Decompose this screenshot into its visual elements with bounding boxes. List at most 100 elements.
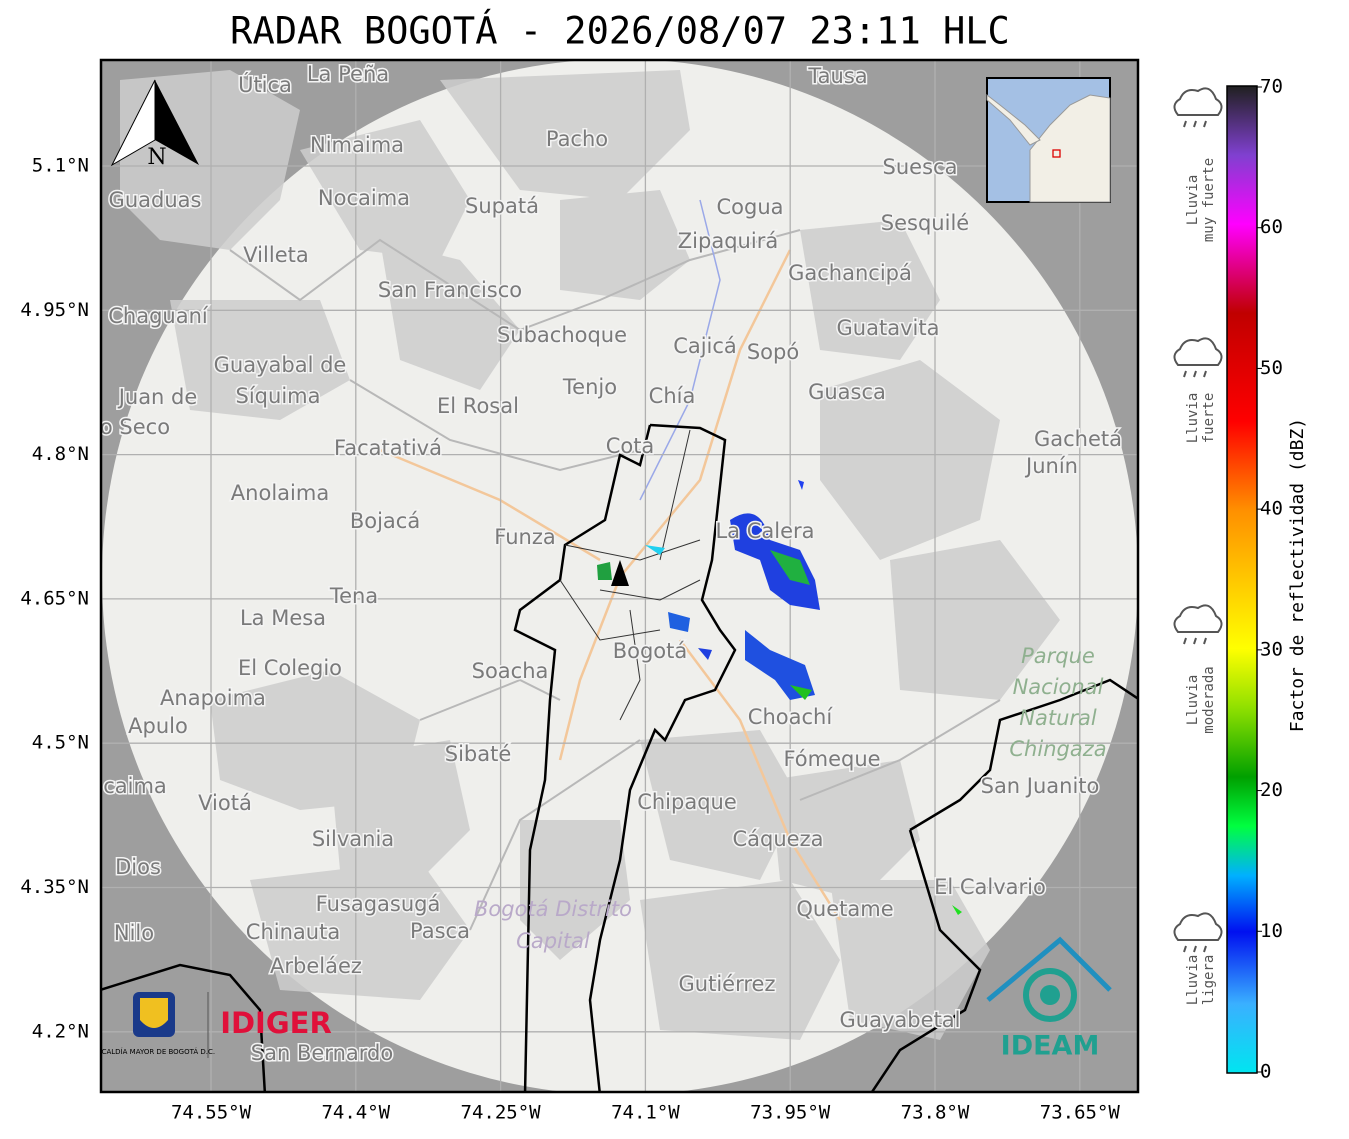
localities: [559, 429, 701, 721]
grid: [101, 60, 1138, 1092]
place-label: Anolaima: [231, 481, 329, 505]
place-label: Gachancipá: [788, 261, 912, 285]
place-label: Gutiérrez: [679, 972, 776, 996]
place-label: Nocaima: [318, 186, 410, 210]
rain-legend-label: ligera: [1201, 955, 1217, 1006]
place-labels: La Peña Útica Tausa Pacho Nimaima Nocaima Supa…: [100, 61, 1124, 1067]
place-label: Juan de: [117, 385, 198, 409]
place-label: Guayabetal: [840, 1008, 961, 1032]
place-label: Pasca: [410, 919, 470, 943]
rain-icon: [1173, 337, 1223, 366]
axes: 5.1°N 4.95°N 4.8°N 4.65°N 4.5°N 4.35°N 4.2°N 74…: [20, 155, 1120, 1124]
place-label: o Seco: [100, 415, 170, 439]
lat-tick-label: 4.5°N: [32, 732, 89, 754]
rain-drops: [1183, 945, 1207, 953]
place-label: Apulo: [128, 714, 188, 738]
place-label: San Francisco: [378, 278, 522, 302]
place-label: Fómeque: [783, 747, 880, 771]
place-label: Silvania: [312, 827, 394, 851]
place-label: Dios: [115, 855, 161, 879]
lat-tick-label: 4.65°N: [20, 587, 89, 609]
rain-drops: [1183, 637, 1207, 645]
place-label: Chinauta: [246, 920, 340, 944]
rain-legend-label: Lluvia: [1185, 175, 1201, 226]
place-label: Sesquilé: [881, 211, 969, 235]
place-label: Sopó: [747, 340, 799, 364]
place-label: Nilo: [114, 921, 154, 945]
place-label: El Calvario: [934, 875, 1046, 899]
place-label: Quetame: [796, 897, 893, 921]
place-label: Tenjo: [562, 375, 617, 399]
place-label: Bogotá: [613, 639, 688, 663]
lat-tick-label: 4.35°N: [20, 876, 89, 898]
place-label: Fusagasugá: [316, 892, 441, 916]
place-label: Cajicá: [673, 334, 737, 358]
district-label: Bogotá Distrito: [474, 897, 632, 921]
lat-tick-label: 4.2°N: [32, 1020, 89, 1042]
place-label: Soacha: [472, 659, 549, 683]
colorbar-tick-label: 70: [1260, 76, 1283, 98]
lon-tick-label: 74.55°W: [171, 1102, 252, 1124]
place-label: San Juanito: [981, 774, 1100, 798]
alcaldia-label: ALCALDÍA MAYOR DE BOGOTÁ D.C.: [93, 1047, 215, 1056]
title: RADAR BOGOTÁ - 2026/08/07 23:11 HLC: [230, 9, 1010, 53]
district-label: Capital: [516, 929, 590, 953]
rain-legend-label: fuerte: [1201, 393, 1217, 444]
place-label: Chaguaní: [108, 304, 209, 328]
place-label: Cáqueza: [733, 827, 824, 851]
place-label: Bojacá: [350, 509, 420, 533]
place-label: Nimaima: [310, 133, 404, 157]
place-label: Supatá: [465, 194, 539, 218]
rain-icon: [1173, 87, 1223, 116]
colorbar-tick-label: 10: [1260, 920, 1283, 942]
radar-site: [611, 560, 629, 586]
colorbar-tick-label: 60: [1260, 216, 1283, 238]
colorbar-tick-label: 20: [1260, 779, 1283, 801]
place-label: Chía: [649, 384, 696, 408]
north-arrow: N: [110, 79, 199, 170]
place-label: Guaduas: [109, 188, 202, 212]
place-label: Facatativá: [334, 436, 442, 460]
place-label: San Bernardo: [251, 1041, 393, 1065]
park-label: Chingaza: [1009, 737, 1106, 761]
place-label: Tena: [329, 584, 378, 608]
place-label: Junín: [1024, 454, 1078, 478]
place-label: Chipaque: [637, 790, 737, 814]
north-label: N: [147, 145, 166, 170]
place-label: Cota: [606, 434, 655, 458]
place-label: Choachí: [748, 705, 834, 729]
place-label: Anapoima: [160, 686, 266, 710]
colorbar: [1226, 85, 1258, 1074]
rain-legend-label: moderada: [1201, 666, 1217, 733]
department-boundaries: [101, 423, 1138, 1092]
place-label: Guatavita: [837, 316, 940, 340]
colorbar-label: Factor de reflectividad (dBZ): [1287, 418, 1308, 732]
place-label: El Colegio: [238, 656, 342, 680]
lat-tick-label: 4.95°N: [20, 299, 89, 321]
place-label: El Rosal: [437, 394, 519, 418]
place-label: Pacho: [546, 127, 608, 151]
place-label: Tausa: [807, 64, 867, 88]
place-label: Gachetá: [1034, 427, 1122, 451]
place-label: Guayabal de: [214, 353, 347, 377]
place-label: La Calera: [715, 519, 814, 543]
place-label: La Mesa: [240, 606, 326, 630]
lon-tick-label: 73.8°W: [901, 1102, 970, 1124]
place-label: Útica: [238, 72, 292, 97]
ideam-label: IDEAM: [1001, 1031, 1100, 1062]
place-label: Viotá: [198, 791, 252, 815]
rain-legend-label: Lluvia: [1185, 675, 1201, 726]
logo-alcaldia: ALCALDÍA MAYOR DE BOGOTÁ D.C.: [93, 992, 215, 1058]
place-label: Sibaté: [445, 742, 512, 766]
place-label: Síquima: [236, 384, 321, 408]
ideam-logo: IDEAM: [986, 936, 1112, 1062]
lon-tick-label: 73.95°W: [750, 1102, 831, 1124]
place-label: Cogua: [716, 195, 783, 219]
idiger-logo: IDIGER: [220, 1006, 332, 1040]
place-label: La Peña: [307, 62, 389, 86]
place-label: Subachoque: [497, 323, 627, 347]
place-label: caima: [103, 774, 167, 798]
